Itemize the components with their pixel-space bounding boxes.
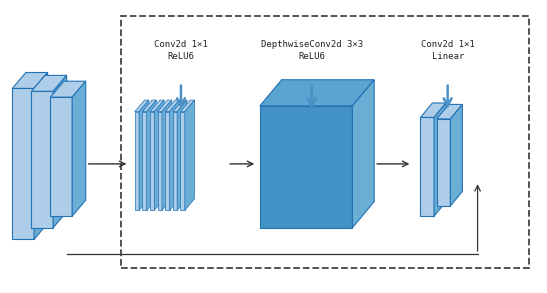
Polygon shape <box>173 100 187 112</box>
Polygon shape <box>165 112 170 210</box>
Text: Conv2d 1×1
ReLU6: Conv2d 1×1 ReLU6 <box>154 40 208 62</box>
Polygon shape <box>135 112 139 210</box>
Polygon shape <box>450 104 462 206</box>
Polygon shape <box>142 112 147 210</box>
Polygon shape <box>165 100 179 112</box>
Polygon shape <box>72 81 86 216</box>
Polygon shape <box>162 100 172 210</box>
Polygon shape <box>260 106 352 228</box>
Polygon shape <box>260 80 374 106</box>
Polygon shape <box>158 100 172 112</box>
Text: Conv2d 1×1
Linear: Conv2d 1×1 Linear <box>421 40 475 62</box>
Polygon shape <box>139 100 149 210</box>
Polygon shape <box>177 100 187 210</box>
Polygon shape <box>34 72 48 239</box>
Polygon shape <box>181 100 195 112</box>
Polygon shape <box>150 112 154 210</box>
Polygon shape <box>12 72 48 88</box>
Polygon shape <box>421 103 446 117</box>
Polygon shape <box>421 117 434 216</box>
Polygon shape <box>181 112 185 210</box>
Polygon shape <box>437 104 462 119</box>
Polygon shape <box>147 100 156 210</box>
Polygon shape <box>437 119 450 206</box>
Text: DepthwiseConv2d 3×3
ReLU6: DepthwiseConv2d 3×3 ReLU6 <box>260 40 363 62</box>
Polygon shape <box>31 91 53 228</box>
Polygon shape <box>135 100 149 112</box>
Polygon shape <box>31 75 67 91</box>
Polygon shape <box>352 80 374 228</box>
Polygon shape <box>142 100 156 112</box>
Polygon shape <box>50 97 72 216</box>
Polygon shape <box>434 103 446 216</box>
Polygon shape <box>158 112 162 210</box>
Polygon shape <box>154 100 164 210</box>
Polygon shape <box>12 88 34 239</box>
Polygon shape <box>150 100 164 112</box>
Polygon shape <box>50 81 86 97</box>
Polygon shape <box>170 100 179 210</box>
Polygon shape <box>53 75 67 228</box>
Polygon shape <box>173 112 177 210</box>
Polygon shape <box>185 100 195 210</box>
